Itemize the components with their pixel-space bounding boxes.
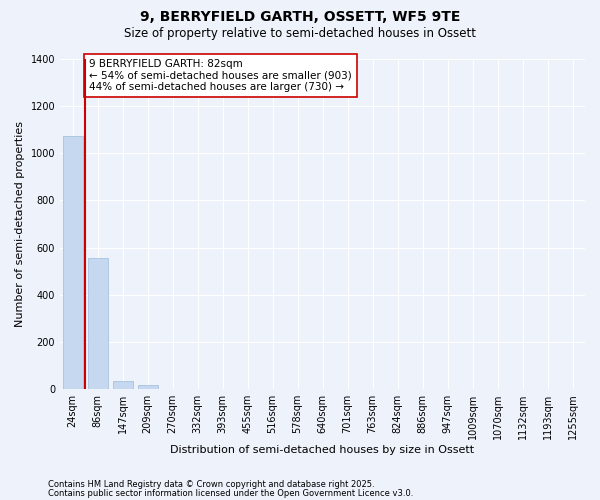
Text: Size of property relative to semi-detached houses in Ossett: Size of property relative to semi-detach… — [124, 28, 476, 40]
Text: 9 BERRYFIELD GARTH: 82sqm
← 54% of semi-detached houses are smaller (903)
44% of: 9 BERRYFIELD GARTH: 82sqm ← 54% of semi-… — [89, 59, 352, 92]
Y-axis label: Number of semi-detached properties: Number of semi-detached properties — [15, 121, 25, 327]
Text: Contains public sector information licensed under the Open Government Licence v3: Contains public sector information licen… — [48, 488, 413, 498]
Bar — [88, 258, 107, 389]
Text: 9, BERRYFIELD GARTH, OSSETT, WF5 9TE: 9, BERRYFIELD GARTH, OSSETT, WF5 9TE — [140, 10, 460, 24]
Text: Contains HM Land Registry data © Crown copyright and database right 2025.: Contains HM Land Registry data © Crown c… — [48, 480, 374, 489]
X-axis label: Distribution of semi-detached houses by size in Ossett: Distribution of semi-detached houses by … — [170, 445, 475, 455]
Bar — [62, 136, 83, 389]
Bar — [137, 386, 158, 389]
Bar — [113, 380, 133, 389]
